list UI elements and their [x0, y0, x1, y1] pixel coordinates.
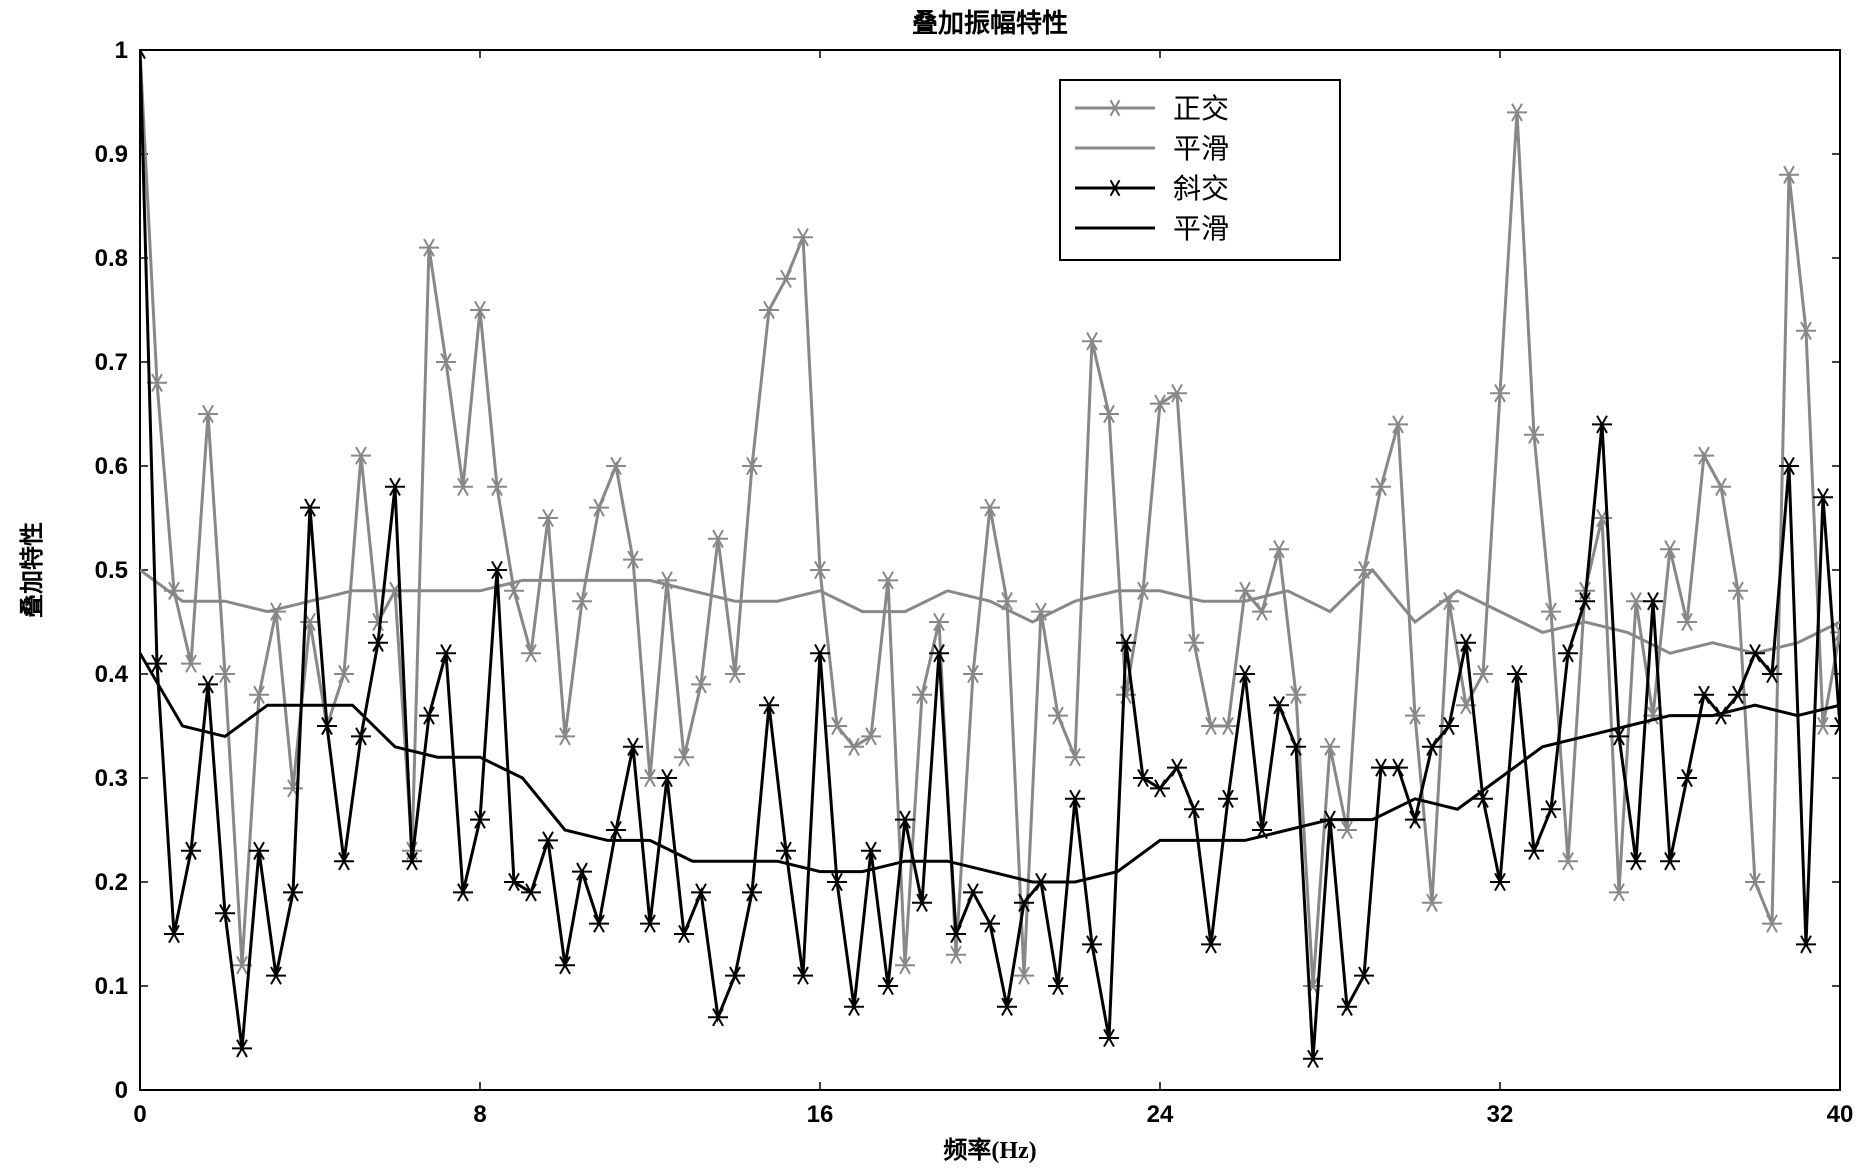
- series-line-oblique_smooth: [140, 653, 1840, 882]
- plot-border: [140, 50, 1840, 1090]
- marker-star: [1252, 603, 1272, 620]
- y-tick-label: 0.5: [95, 557, 128, 584]
- marker-star: [1745, 645, 1765, 662]
- x-tick-label: 40: [1827, 1101, 1854, 1128]
- x-tick-label: 16: [807, 1101, 834, 1128]
- legend-label: 斜交: [1173, 173, 1229, 205]
- y-axis-label: 叠加特性: [19, 522, 46, 618]
- y-tick-label: 0.6: [95, 453, 128, 480]
- y-tick-label: 0.3: [95, 765, 128, 792]
- marker-star: [776, 270, 796, 287]
- y-tick-label: 0: [115, 1077, 128, 1104]
- y-tick-label: 0.8: [95, 245, 128, 272]
- plot-group: [130, 41, 1850, 1067]
- marker-star: [1150, 780, 1170, 797]
- marker-star: [521, 884, 541, 901]
- y-tick-label: 0.4: [95, 661, 129, 688]
- series-line-oblique: [140, 50, 1840, 1059]
- x-tick-label: 24: [1147, 1101, 1174, 1128]
- legend: 正交平滑斜交平滑: [1060, 80, 1340, 260]
- marker-star: [1167, 759, 1187, 776]
- y-tick-label: 0.7: [95, 349, 128, 376]
- marker-star: [844, 738, 864, 755]
- marker-star: [1388, 759, 1408, 776]
- chart-container: 0 8 16 24 32 40 0 0.1 0.2 0.3 0.4 0.5 0.6 0.7 0.8 0.9 1 叠…: [0, 0, 1866, 1175]
- chart-svg: 0 8 16 24 32 40 0 0.1 0.2 0.3 0.4 0.5 0.6 0.7 0.8 0.9 1 叠…: [0, 0, 1866, 1175]
- x-tick-label: 8: [473, 1101, 486, 1128]
- legend-label: 正交: [1173, 93, 1229, 125]
- y-tick-label: 0.2: [95, 869, 128, 896]
- x-tick-label: 32: [1487, 1101, 1514, 1128]
- y-tick-label: 0.9: [95, 141, 128, 168]
- x-tick-label: 0: [133, 1101, 146, 1128]
- y-tick-label: 1: [115, 37, 128, 64]
- legend-label: 平滑: [1173, 214, 1229, 245]
- y-tick-label: 0.1: [95, 973, 128, 1000]
- chart-title: 叠加振幅特性: [912, 8, 1068, 38]
- legend-label: 平滑: [1173, 134, 1229, 165]
- x-axis-label: 频率(Hz): [943, 1136, 1036, 1164]
- marker-star: [963, 884, 983, 901]
